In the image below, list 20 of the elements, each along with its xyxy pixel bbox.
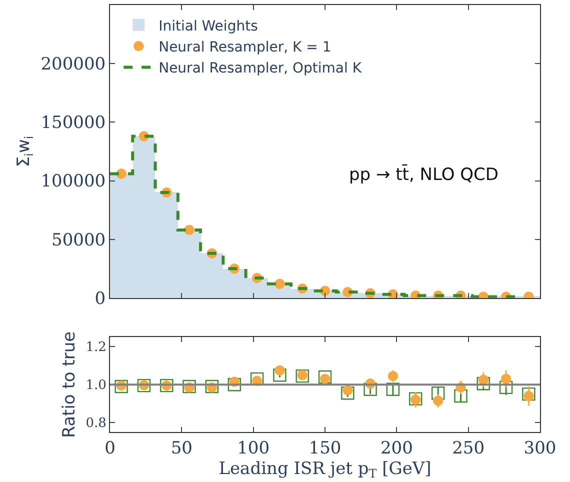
y-tick-label: 1.0 [86,378,106,394]
x-tick-label: 250 [452,438,485,458]
y-tick-label: 100000 [40,172,106,192]
x-axis-title: Leading ISR jet p$_{T}$ [GeV] [218,458,432,480]
y-tick-label: 0 [94,288,106,309]
y-tick-label: 1.2 [86,340,106,356]
x-tick-label: 300 [524,438,556,458]
x-tick-label: 150 [308,438,342,458]
legend-label: Neural Resampler, K = 1 [158,40,332,56]
y-tick-label: 50000 [52,230,106,250]
y-tick-label: 200000 [40,54,106,75]
x-tick-label: 200 [380,438,413,458]
y-tick-label: 0.8 [86,416,106,432]
x-tick-label: 100 [237,438,270,458]
y-axis-title: Ratio to true [59,331,80,438]
legend-label: Initial Weights [158,18,258,34]
x-tick-label: 50 [170,438,192,458]
y-tick-label: 150000 [40,113,106,134]
legend-label: Neural Resampler, Optimal K [158,60,362,77]
annotation: pp → tt̄, NLO QCD [349,164,498,186]
